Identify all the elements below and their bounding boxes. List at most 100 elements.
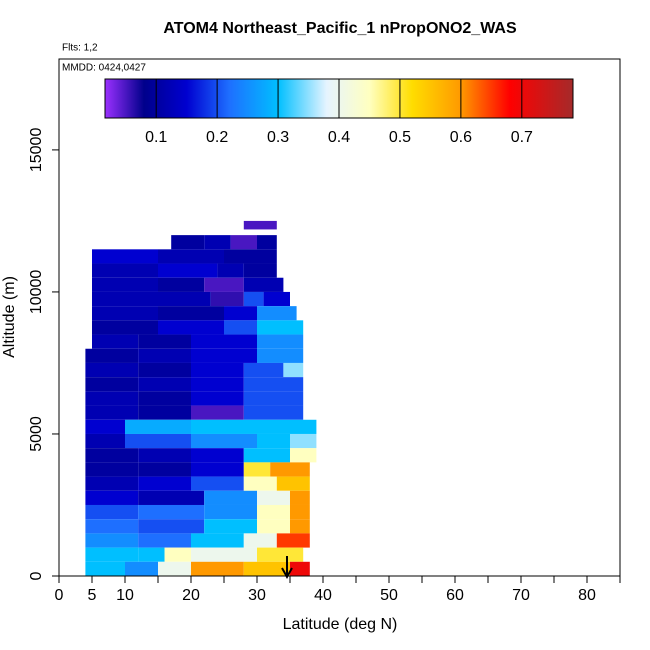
cell xyxy=(290,504,310,520)
cell xyxy=(138,334,191,349)
cell xyxy=(191,377,244,392)
cell xyxy=(243,277,284,292)
cell xyxy=(85,476,139,491)
cell xyxy=(257,433,290,449)
cell xyxy=(191,533,244,548)
x-tick-label: 20 xyxy=(182,587,200,604)
cell xyxy=(138,504,205,520)
cell xyxy=(191,405,244,420)
cell xyxy=(257,547,304,562)
y-tick-label: 0 xyxy=(28,571,45,580)
cell xyxy=(257,419,317,434)
cell xyxy=(92,320,158,335)
x-tick-label: 60 xyxy=(446,587,464,604)
cell xyxy=(85,519,139,534)
cell xyxy=(191,476,244,491)
cell xyxy=(125,419,191,434)
cell xyxy=(85,433,125,449)
cell xyxy=(224,249,277,264)
cell xyxy=(257,320,304,335)
x-tick-label: 40 xyxy=(314,587,332,604)
subtitle: Flts: 1,2 xyxy=(62,43,98,54)
cell xyxy=(257,490,290,505)
cell xyxy=(224,306,257,321)
x-tick-label: 70 xyxy=(512,587,530,604)
cell xyxy=(171,235,205,250)
y-tick-label: 10000 xyxy=(28,270,45,315)
x-axis-label: Latitude (deg N) xyxy=(283,616,398,633)
cell xyxy=(125,561,158,576)
cell xyxy=(204,504,257,520)
y-tick-label: 5000 xyxy=(28,416,45,452)
curtain xyxy=(85,220,317,576)
cell xyxy=(243,391,304,406)
cell xyxy=(85,547,139,562)
y-axis-label: Altitude (m) xyxy=(1,276,18,358)
cell xyxy=(290,519,310,534)
cell xyxy=(85,391,139,406)
cell xyxy=(243,291,264,307)
x-tick-label: 80 xyxy=(578,587,596,604)
cell xyxy=(283,362,304,378)
cell xyxy=(257,519,290,534)
cell xyxy=(164,547,191,562)
cell xyxy=(191,547,257,562)
cell xyxy=(92,291,158,307)
cell xyxy=(85,419,125,434)
colorbar-tick-label: 0.7 xyxy=(511,129,533,146)
cell xyxy=(138,519,205,534)
arrow xyxy=(281,556,293,580)
cell xyxy=(138,448,191,463)
cell xyxy=(138,533,191,548)
x-tick-label: 50 xyxy=(380,587,398,604)
cell xyxy=(191,448,244,463)
cell xyxy=(191,334,257,349)
cell xyxy=(158,320,224,335)
cell xyxy=(92,334,139,349)
cell xyxy=(243,263,277,278)
cell xyxy=(204,519,257,534)
cell xyxy=(243,561,290,576)
cell xyxy=(85,377,139,392)
cell xyxy=(138,490,205,505)
annotation: MMDD: 0424,0427 xyxy=(62,63,146,74)
cell xyxy=(85,362,139,378)
colorbar-tick-label: 0.1 xyxy=(145,129,167,146)
cell xyxy=(191,348,257,363)
chart-title: ATOM4 Northeast_Pacific_1 nPropONO2_WAS xyxy=(163,20,517,37)
cell xyxy=(290,448,317,463)
cell xyxy=(243,220,277,230)
cell xyxy=(92,263,158,278)
cell xyxy=(290,433,317,449)
cell xyxy=(230,235,257,250)
cell xyxy=(138,462,191,477)
cell xyxy=(85,448,139,463)
cell xyxy=(92,306,158,321)
cell xyxy=(138,547,165,562)
cell xyxy=(138,405,191,420)
cell xyxy=(191,419,257,434)
cell xyxy=(138,391,191,406)
cell xyxy=(276,476,310,491)
cell xyxy=(243,405,304,420)
cell xyxy=(243,377,304,392)
cell xyxy=(158,561,191,576)
cell xyxy=(191,561,244,576)
cell xyxy=(138,476,191,491)
cell xyxy=(257,504,290,520)
cell xyxy=(92,249,158,264)
cell xyxy=(158,277,205,292)
cell xyxy=(263,291,290,307)
cell xyxy=(243,362,284,378)
cell xyxy=(85,348,139,363)
cell xyxy=(191,433,257,449)
cell xyxy=(257,235,277,250)
cell xyxy=(270,462,310,477)
cell xyxy=(204,277,244,292)
cell xyxy=(85,405,139,420)
colorbar-tick-label: 0.6 xyxy=(450,129,472,146)
cell xyxy=(158,306,224,321)
cell xyxy=(204,490,257,505)
colorbar-tick-label: 0.2 xyxy=(206,129,228,146)
